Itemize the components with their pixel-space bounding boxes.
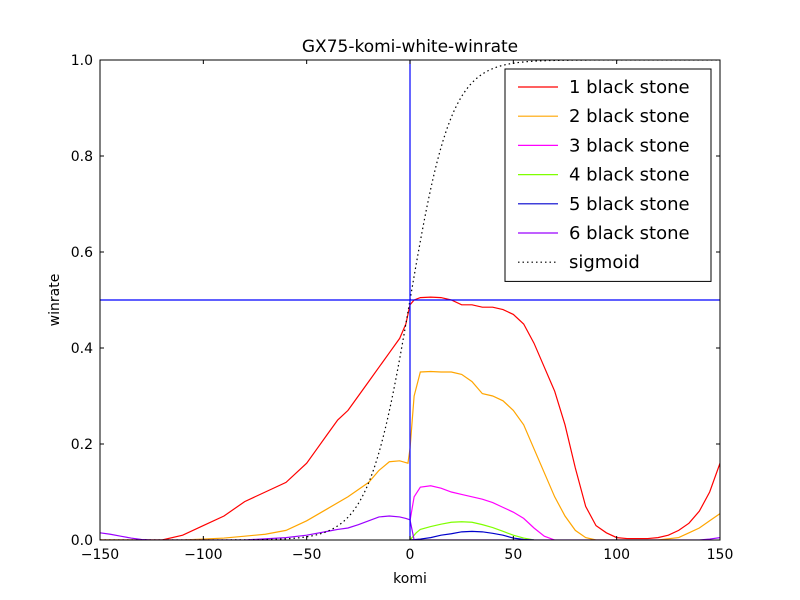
legend-label-5-black-stone: 5 black stone xyxy=(569,194,690,215)
legend-label-4-black-stone: 4 black stone xyxy=(569,165,690,186)
x-axis-title: komi xyxy=(393,571,427,587)
legend-label-3-black-stone: 3 black stone xyxy=(569,135,690,156)
series-line-4-black-stone xyxy=(409,521,535,540)
x-tick-label: 50 xyxy=(504,547,522,563)
y-tick-label: 0.4 xyxy=(71,341,93,357)
x-tick-label: 100 xyxy=(603,547,630,563)
axes: −150 −100 −50 0 50 100 150 0.0 0.2 0.4 0.6 0.8 1.0 xyxy=(71,53,734,563)
x-tick-label: 0 xyxy=(406,547,415,563)
x-tick-label: −50 xyxy=(292,547,322,563)
legend-label-sigmoid: sigmoid xyxy=(569,252,640,273)
y-tick-label: 1.0 xyxy=(71,53,93,69)
series-line-6-black-stone xyxy=(100,515,720,540)
series-line-2-black-stone xyxy=(100,370,720,540)
y-axis-title: winrate xyxy=(47,274,63,327)
x-tick-label: −150 xyxy=(81,547,119,563)
y-tick-label: 0.0 xyxy=(71,533,93,549)
legend: 1 black stone 2 black stone 3 black stone 4… xyxy=(504,68,712,282)
legend-label-6-black-stone: 6 black stone xyxy=(569,223,690,244)
y-tick-label: 0.6 xyxy=(71,245,93,261)
reference-lines xyxy=(100,60,720,540)
legend-label-2-black-stone: 2 black stone xyxy=(569,106,690,127)
y-tick-label: 0.2 xyxy=(71,437,93,453)
series-line-3-black-stone xyxy=(409,485,555,540)
y-tick-label: 0.8 xyxy=(71,149,93,165)
chart-title: GX75-komi-white-winrate xyxy=(302,37,518,57)
x-tick-label: −100 xyxy=(184,547,222,563)
x-tick-label: 150 xyxy=(707,547,734,563)
legend-label-1-black-stone: 1 black stone xyxy=(569,77,690,98)
